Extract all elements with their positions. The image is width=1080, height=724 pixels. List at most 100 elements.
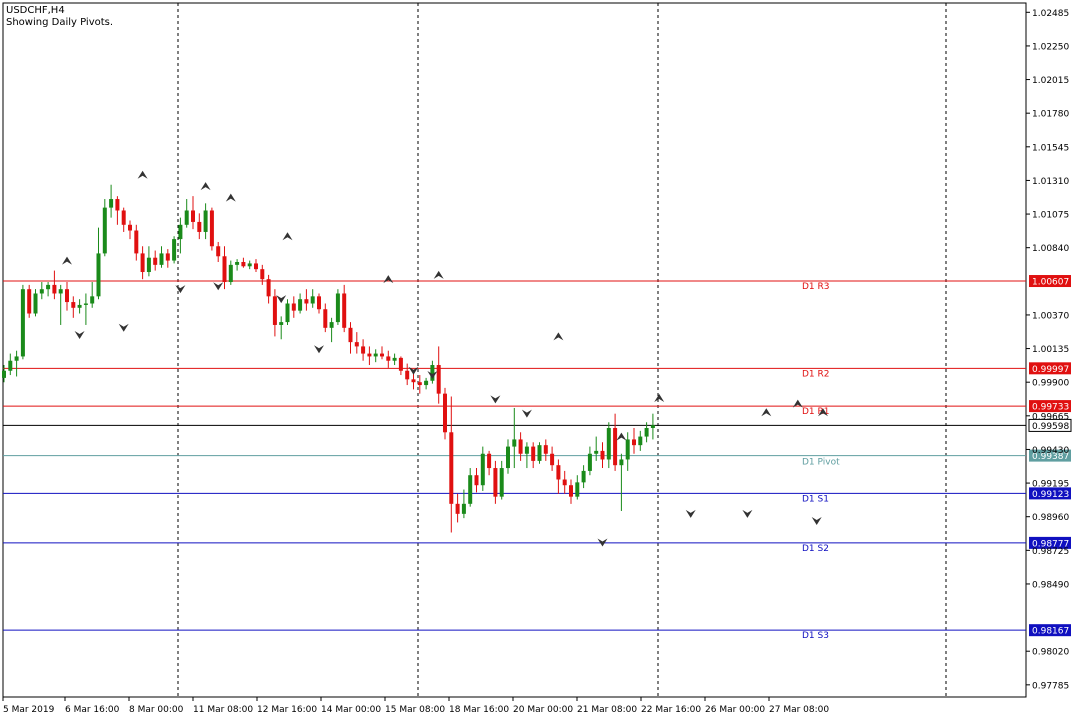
candle-body: [77, 304, 82, 308]
candle: [455, 493, 460, 523]
candle-body: [398, 357, 403, 371]
candle-body: [8, 360, 13, 371]
candle: [134, 224, 139, 261]
fractal-down-marker: [314, 345, 324, 354]
candle: [348, 322, 353, 354]
candle-body: [58, 289, 63, 294]
price-tick-label: 0.99900: [1032, 379, 1069, 389]
candle-body: [417, 382, 422, 386]
candle: [58, 284, 63, 325]
candle-body: [455, 503, 460, 514]
candle: [625, 432, 630, 471]
candle-body: [254, 263, 258, 270]
price-tick-label: 0.97785: [1032, 681, 1069, 691]
candle-body: [487, 453, 492, 469]
price-tick-label: 1.02250: [1032, 42, 1069, 52]
candle-body: [575, 482, 580, 497]
pivot-price-tag-box: [1029, 449, 1071, 462]
candle: [323, 303, 328, 333]
price-tick-label: 0.98020: [1032, 648, 1069, 658]
candle: [386, 350, 391, 368]
candle: [260, 264, 265, 285]
candle: [27, 284, 32, 318]
fractal-up-marker: [433, 270, 444, 279]
price-tick-label: 1.00840: [1032, 244, 1069, 254]
candle-body: [121, 210, 126, 225]
candle-body: [71, 302, 76, 308]
candle: [159, 246, 164, 268]
price-tick-label: 1.02015: [1032, 76, 1069, 86]
current-price-text: 0.99598: [1032, 422, 1069, 432]
candle-body: [159, 253, 164, 265]
candle: [398, 356, 403, 376]
candle-body: [518, 439, 523, 454]
pivot-label: D1 R1: [802, 407, 830, 417]
time-tick-label: 18 Mar 16:00: [449, 705, 509, 715]
candle: [178, 217, 183, 254]
fractal-down-marker: [490, 395, 501, 404]
pivot-price-tag-box: [1029, 275, 1071, 288]
candle-body: [380, 353, 384, 357]
price-tick-label: 0.99430: [1032, 446, 1069, 456]
candle: [461, 489, 466, 519]
pivot-price-tag-text: 1.00607: [1032, 278, 1069, 288]
candle: [493, 460, 498, 504]
candle: [14, 350, 19, 377]
fractal-down-marker: [685, 509, 696, 518]
candle-body: [317, 296, 321, 310]
candle: [8, 353, 13, 376]
pivot-price-tag-text: 0.99123: [1032, 490, 1069, 500]
candle-body: [46, 284, 51, 290]
price-tick-label: 1.01545: [1032, 143, 1069, 153]
candle: [39, 282, 44, 300]
candle-body: [537, 445, 542, 461]
fractal-down-marker: [597, 538, 608, 547]
fractal-down-marker: [427, 371, 438, 380]
pivot-price-tag-box: [1029, 400, 1071, 413]
candle: [468, 468, 473, 507]
candle-body: [480, 453, 485, 486]
candle-body: [235, 261, 240, 265]
candle: [184, 199, 189, 228]
candle: [499, 460, 504, 500]
fractal-up-marker: [792, 399, 803, 408]
candle: [443, 387, 447, 440]
candle: [487, 450, 492, 476]
price-tick-label: 0.98725: [1032, 547, 1069, 557]
fractal-up-marker: [654, 393, 665, 402]
candle-body: [279, 322, 284, 325]
candle: [285, 299, 290, 325]
candle: [550, 446, 555, 471]
time-tick-label: 27 Mar 08:00: [769, 705, 829, 715]
pivot-label: D1 R3: [802, 282, 830, 292]
pivot-price-tag-box: [1029, 362, 1071, 375]
candle-body: [39, 289, 44, 294]
candle: [140, 246, 145, 280]
candle-body: [373, 353, 378, 357]
candle: [203, 203, 208, 240]
candle: [581, 465, 586, 489]
price-tick-label: 0.99665: [1032, 412, 1069, 422]
fractal-down-marker: [175, 285, 186, 294]
candle-body: [96, 253, 101, 297]
candle: [449, 396, 454, 533]
price-tick-label: 0.98960: [1032, 513, 1069, 523]
candle: [417, 375, 422, 394]
candle-body: [335, 293, 340, 323]
chart-symbol: USDCHF,H4: [6, 5, 65, 16]
candle-body: [556, 465, 561, 480]
candle: [291, 296, 296, 318]
candle-body: [197, 221, 202, 232]
candle: [430, 360, 435, 384]
fractal-up-marker: [62, 256, 72, 265]
candle-body: [468, 475, 473, 504]
candle-body: [411, 379, 416, 383]
price-tick-label: 0.98490: [1032, 580, 1069, 590]
candle-body: [128, 224, 132, 231]
candle-body: [361, 346, 366, 354]
candle: [77, 299, 82, 314]
pivot-price-tag-box: [1029, 487, 1071, 500]
candle-body: [543, 445, 548, 454]
candle-body: [354, 342, 359, 347]
